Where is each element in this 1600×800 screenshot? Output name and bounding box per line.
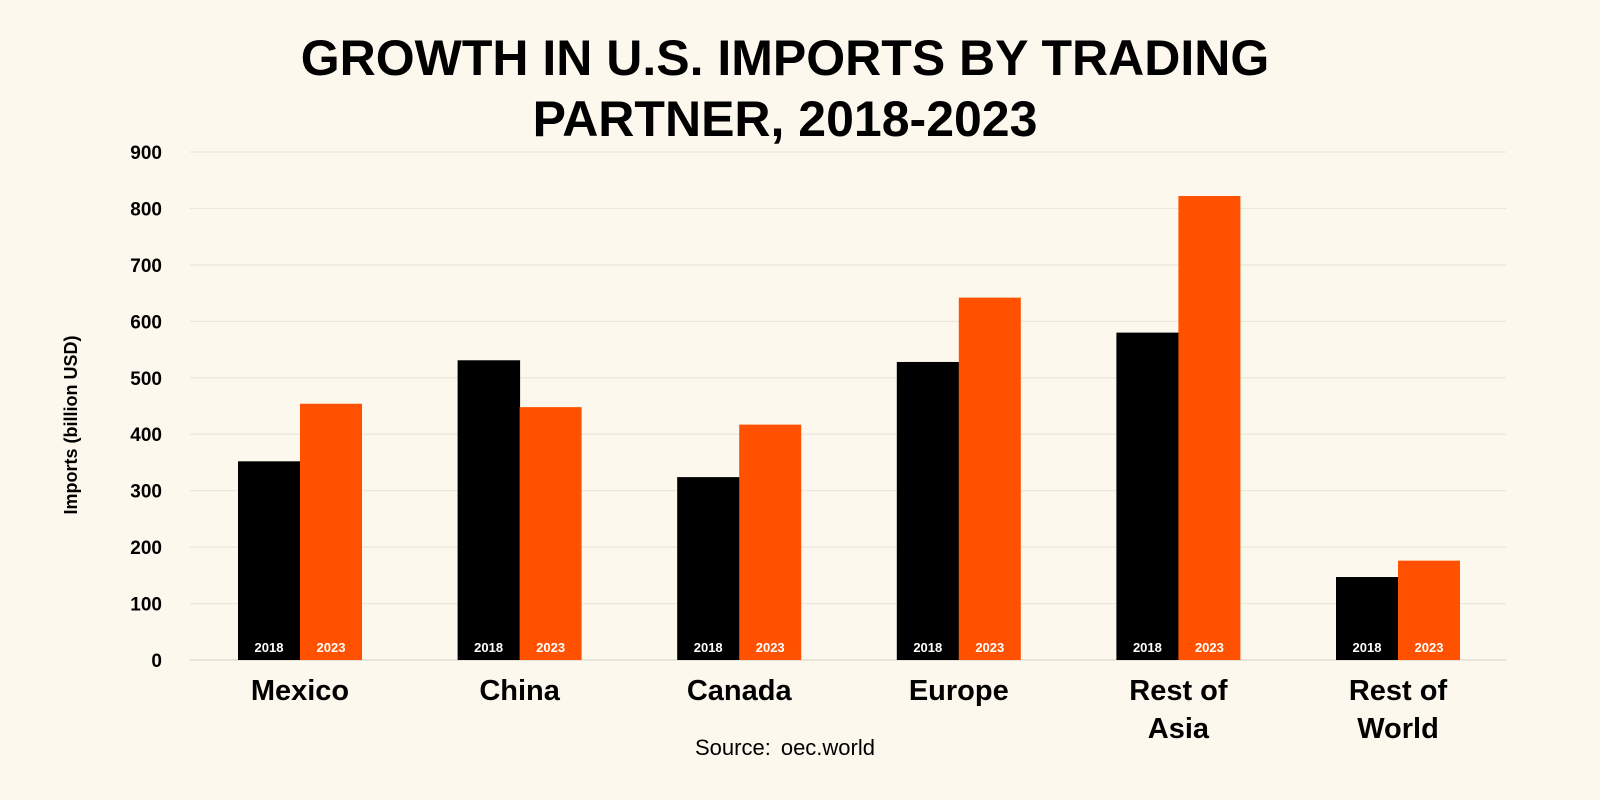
x-category-label: Mexico bbox=[251, 675, 349, 707]
bar-series-label: 2023 bbox=[756, 640, 785, 655]
x-category-label: Europe bbox=[909, 675, 1009, 707]
bar-2018-rest-of-world bbox=[1336, 577, 1399, 660]
x-category-label: World bbox=[1357, 713, 1439, 745]
x-category-label: China bbox=[479, 675, 560, 707]
bar-series-label: 2018 bbox=[474, 640, 503, 655]
y-tick-label: 400 bbox=[130, 425, 162, 446]
bar-series-label: 2018 bbox=[694, 640, 723, 655]
bar-2023-china bbox=[519, 407, 582, 660]
y-axis-label: Imports (billion USD) bbox=[61, 336, 81, 515]
bar-2023-rest-of-world bbox=[1398, 560, 1460, 660]
y-tick-label: 200 bbox=[130, 538, 162, 559]
bar-2023-mexico bbox=[300, 403, 362, 660]
source-note: Source: oec.world bbox=[695, 735, 875, 760]
bar-series-label: 2023 bbox=[1195, 640, 1224, 655]
chart-title-line-1: GROWTH IN U.S. IMPORTS BY TRADING bbox=[301, 30, 1270, 86]
bar-2018-europe bbox=[896, 361, 960, 660]
bar-series-label: 2023 bbox=[317, 640, 346, 655]
x-category-label: Asia bbox=[1148, 713, 1210, 745]
bar-series-label: 2018 bbox=[913, 640, 942, 655]
y-tick-label: 700 bbox=[130, 256, 162, 277]
bar-series-label: 2023 bbox=[536, 640, 565, 655]
bar-2018-china bbox=[457, 360, 521, 660]
y-tick-label: 100 bbox=[130, 595, 162, 616]
bar-series-label: 2023 bbox=[975, 640, 1004, 655]
bar-2023-rest-of-asia bbox=[1178, 196, 1241, 660]
y-tick-label: 300 bbox=[130, 482, 162, 503]
bar-2018-mexico bbox=[238, 461, 301, 660]
y-tick-label: 500 bbox=[130, 369, 162, 390]
source-label: Source: bbox=[695, 735, 771, 760]
bar-2018-rest-of-asia bbox=[1116, 332, 1179, 660]
bar-2018-canada bbox=[677, 477, 740, 660]
bar-series-label: 2018 bbox=[1133, 640, 1162, 655]
bar-2023-canada bbox=[739, 424, 802, 660]
bar-2023-europe bbox=[958, 297, 1021, 660]
y-tick-label: 900 bbox=[130, 143, 162, 164]
y-tick-label: 600 bbox=[130, 312, 162, 333]
y-tick-label: 0 bbox=[151, 651, 162, 672]
y-tick-label: 800 bbox=[130, 199, 162, 220]
chart-title-line-2: PARTNER, 2018-2023 bbox=[533, 91, 1038, 147]
bar-series-label: 2018 bbox=[1353, 640, 1382, 655]
bar-series-label: 2018 bbox=[255, 640, 284, 655]
source-value: oec.world bbox=[781, 735, 875, 760]
x-category-label: Canada bbox=[687, 675, 793, 707]
bar-series-label: 2023 bbox=[1415, 640, 1444, 655]
x-category-label: Rest of bbox=[1349, 675, 1448, 707]
x-category-label: Rest of bbox=[1129, 675, 1228, 707]
